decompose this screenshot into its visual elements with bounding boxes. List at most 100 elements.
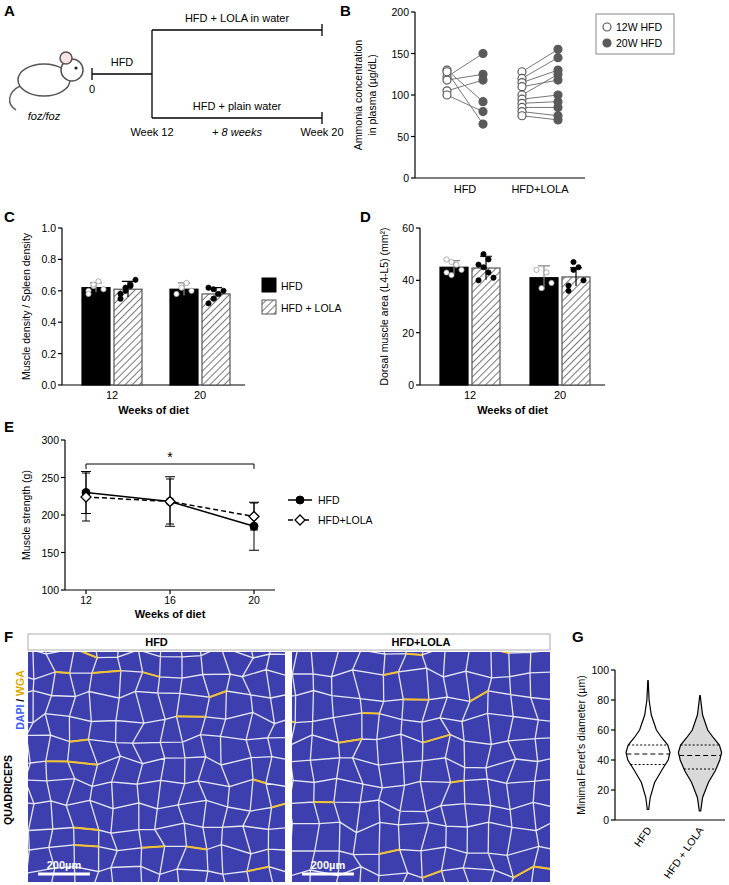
y-tick-label: 20: [402, 327, 414, 339]
violin-body: [626, 681, 670, 810]
pair-line: [522, 107, 558, 108]
point: [576, 265, 581, 270]
animal-label: foz/foz: [28, 110, 61, 122]
violin-q3: [628, 745, 668, 746]
panel-label: C: [4, 208, 15, 225]
pair-line: [522, 112, 558, 116]
point: [479, 120, 487, 128]
y-axis-label: Muscle strength (g): [20, 470, 32, 560]
x-tick-label: 12: [464, 389, 476, 401]
plot-area: [81, 472, 259, 551]
y-tick: [411, 136, 415, 137]
y-axis-label: in plasma (µg/dL): [366, 54, 378, 135]
header-box: [28, 634, 550, 650]
y-tick: [411, 11, 415, 12]
error-bar: [480, 256, 492, 280]
pair-line: [447, 72, 483, 124]
violin-median: [626, 754, 669, 755]
pair-line: [447, 54, 483, 77]
pair-line: [522, 74, 558, 95]
error-bar: [82, 473, 90, 521]
point: [443, 91, 451, 99]
point: [81, 492, 91, 502]
bar: [170, 289, 198, 385]
y-tick: [611, 699, 615, 700]
panel-label: B: [340, 2, 351, 19]
point: [544, 270, 549, 275]
fiber-borders: [292, 652, 550, 882]
pair-line: [522, 80, 558, 87]
y-tick: [58, 227, 62, 228]
point: [86, 291, 91, 296]
y-tick-label: 150: [391, 48, 409, 60]
point: [481, 265, 486, 270]
point: [481, 252, 486, 257]
y-tick-label: 0.0: [41, 379, 56, 391]
point: [554, 116, 562, 124]
panel-label: G: [572, 628, 584, 645]
bar: [562, 277, 590, 385]
timeline-arm: [152, 117, 322, 118]
point: [476, 262, 481, 267]
point: [486, 257, 491, 262]
y-tick: [611, 669, 615, 670]
violin-q1: [631, 764, 666, 765]
legend-label: 20W HFD: [616, 37, 663, 49]
error-bar: [570, 268, 582, 286]
y-tick: [416, 384, 420, 385]
point: [566, 283, 571, 288]
point: [123, 285, 128, 290]
x-axis-label: Weeks of diet: [477, 404, 548, 416]
pair-line: [522, 95, 558, 99]
point: [443, 76, 451, 84]
plot-area: [626, 681, 722, 812]
y-tick: [61, 439, 65, 440]
stain-text: DAPI: [14, 705, 26, 730]
scale-bar: [302, 873, 354, 876]
timeline-end: [321, 24, 322, 36]
point: [221, 288, 226, 293]
tissue-label: QUADRICEPS: [2, 755, 14, 825]
y-tick: [58, 259, 62, 260]
bar: [114, 289, 142, 385]
point: [554, 54, 562, 62]
timeline-branch: [151, 30, 152, 118]
image-title: HFD+LOLA: [392, 636, 451, 648]
mouse-ear: [60, 52, 72, 64]
y-axis: [614, 670, 615, 820]
point: [249, 512, 259, 522]
point: [479, 98, 487, 106]
y-tick-label: 0.4: [41, 316, 56, 328]
y-axis-label: Minimal Feret's diameter (µm): [575, 675, 587, 814]
point: [581, 278, 586, 283]
point: [211, 287, 216, 292]
x-tick-label: HFD: [631, 824, 653, 849]
point: [91, 282, 96, 287]
figure: ABCDEFGfoz/fozHFD0HFD + LOLA in waterHFD…: [0, 0, 729, 885]
arm-label: HFD + LOLA in water: [185, 12, 290, 24]
point: [491, 275, 496, 280]
point: [486, 270, 491, 275]
diet-label: HFD: [111, 56, 134, 68]
fiber-borders: [28, 652, 285, 882]
timeline-end: [321, 112, 322, 124]
point: [534, 267, 539, 272]
y-tick: [61, 589, 65, 590]
time-label: Week 12: [130, 126, 173, 138]
point: [216, 291, 221, 296]
point: [174, 291, 179, 296]
point: [459, 267, 464, 272]
pair-line: [522, 58, 558, 79]
y-tick-label: 0: [603, 814, 609, 826]
y-tick: [611, 759, 615, 760]
x-tick-label: 16: [164, 594, 176, 606]
point: [96, 279, 101, 284]
x-tick-label: HFD: [454, 183, 477, 195]
point: [133, 277, 138, 282]
y-axis: [61, 228, 62, 385]
point: [250, 522, 258, 530]
y-tick-label: 300: [41, 434, 59, 446]
x-tick-label: 12: [106, 389, 118, 401]
point: [206, 285, 211, 290]
time-label: Week 20: [300, 126, 343, 138]
